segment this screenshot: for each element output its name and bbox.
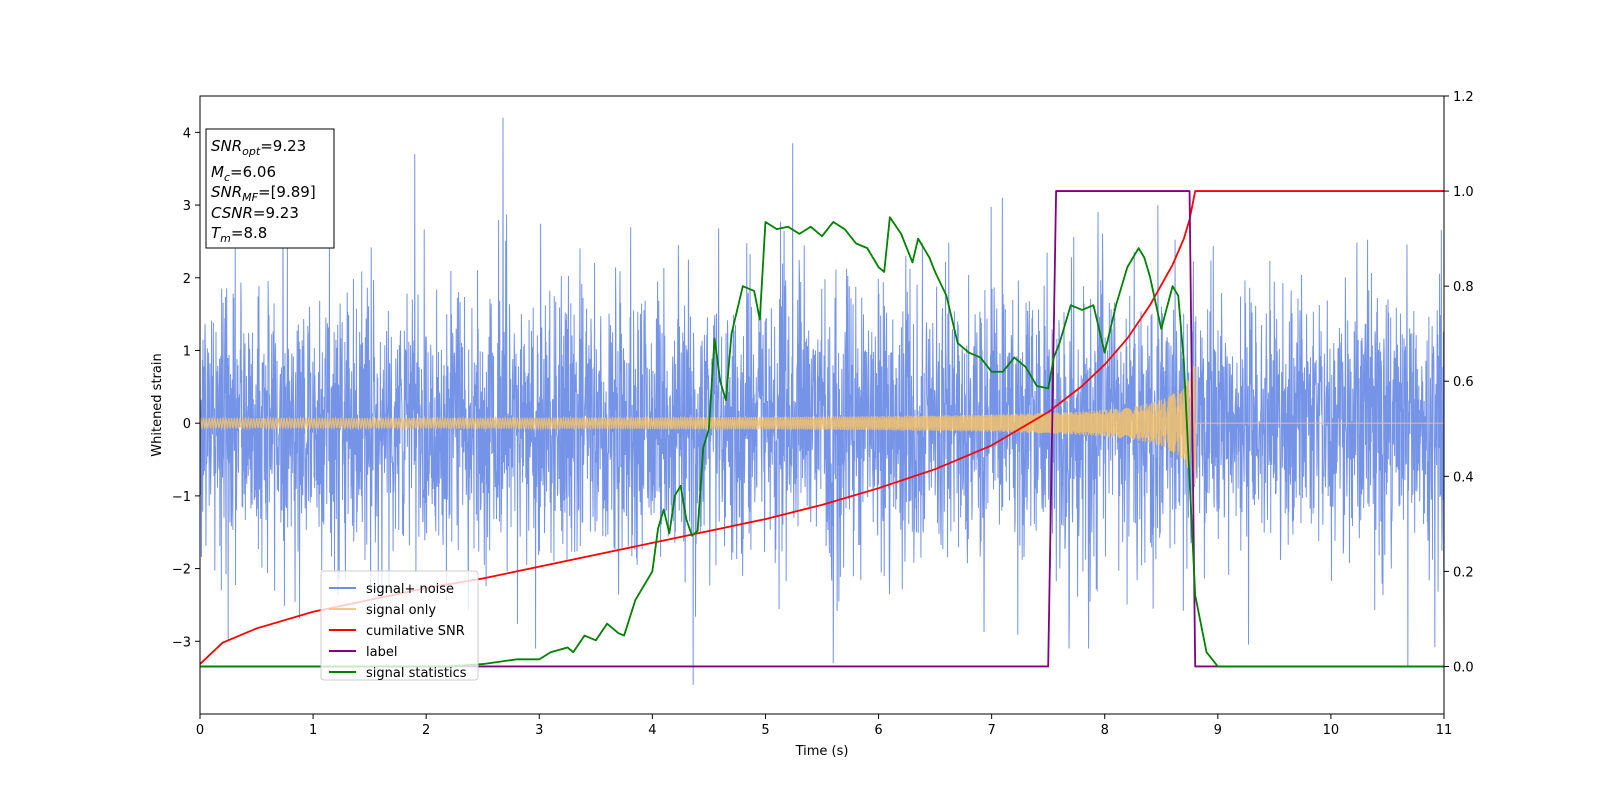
legend-label-1: signal only [366,603,436,618]
x-axis-label: Time (s) [795,744,849,759]
y-right-tick-label-2: 0.4 [1453,470,1474,485]
series-signal-only-line [200,364,1444,485]
x-tick-label-4: 4 [648,723,656,738]
axes-layer: 0 1 2 3 4 5 6 7 8 9 10 11 −3 −2 −1 0 1 2 3 4 0.0 0.2 0.4 0.6 0.8… [172,90,1474,738]
x-tick-label-5: 5 [761,723,769,738]
y-left-tick-label-7: 4 [183,126,191,141]
legend-label-2: cumilative SNR [366,624,465,639]
y-left-tick-label-1: −2 [172,563,191,578]
legend-label-3: label [366,645,397,660]
y-left-tick-label-4: 1 [183,344,191,359]
y-right-tick-label-6: 1.2 [1453,90,1474,105]
y-right-tick-label-4: 0.8 [1453,280,1474,295]
x-tick-label-8: 8 [1101,723,1109,738]
y-left-tick-label-0: −3 [172,635,191,650]
legend-frame [320,570,479,681]
y-right-tick-label-0: 0.0 [1453,660,1474,675]
info-snr-opt: SNRopt=9.23 [211,137,306,158]
legend: signal+ noise signal only cumilative SNR la… [320,570,479,681]
series-signal-statistics-line [200,216,1444,668]
y-left-tick-label-5: 2 [183,272,191,287]
x-tick-label-0: 0 [196,723,204,738]
y-right-tick-label-1: 0.2 [1453,565,1474,580]
info-snr-mf: SNRMF=[9.89] [211,183,316,204]
legend-label-4: signal statistics [366,666,467,681]
y-axis-label: Whitened strain [150,353,165,456]
info-mc: Mc=6.06 [211,163,276,184]
x-tick-label-7: 7 [987,723,995,738]
y-left-tick-label-2: −1 [172,490,191,505]
x-tick-label-6: 6 [874,723,882,738]
x-tick-label-9: 9 [1214,723,1222,738]
info-tm: Tm=8.8 [211,224,267,245]
x-tick-label-10: 10 [1323,723,1340,738]
x-tick-label-2: 2 [422,723,430,738]
y-right-tick-label-3: 0.6 [1453,375,1474,390]
y-left-tick-label-6: 3 [183,199,191,214]
x-tick-label-3: 3 [535,723,543,738]
series-layer [200,117,1444,685]
legend-label-0: signal+ noise [366,582,454,597]
x-tick-label-1: 1 [309,723,317,738]
x-tick-label-11: 11 [1436,723,1453,738]
y-left-tick-label-3: 0 [183,417,191,432]
info-box: SNRopt=9.23 Mc=6.06 SNRMF=[9.89] CSNR=9.… [205,128,335,249]
info-csnr: CSNR=9.23 [211,204,299,222]
info-box-frame [205,128,335,249]
y-right-tick-label-5: 1.0 [1453,185,1474,200]
plot-frame [199,95,1445,715]
series-signal-noise-line [200,117,1444,685]
